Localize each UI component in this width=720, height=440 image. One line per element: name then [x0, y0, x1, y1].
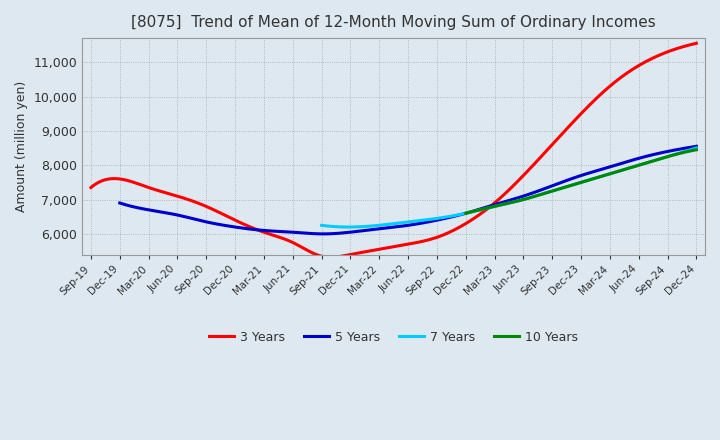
10 Years: [598, 173, 606, 179]
7 Years: [541, 191, 549, 196]
3 Years: [637, 61, 646, 66]
Y-axis label: Amount (million yen): Amount (million yen): [15, 81, 28, 212]
5 Years: [320, 231, 328, 237]
3 Years: [325, 255, 334, 260]
7 Years: [318, 223, 327, 228]
Title: [8075]  Trend of Mean of 12-Month Moving Sum of Ordinary Incomes: [8075] Trend of Mean of 12-Month Moving …: [131, 15, 656, 30]
3 Years: [447, 229, 456, 234]
5 Years: [640, 154, 649, 159]
Line: 10 Years: 10 Years: [466, 150, 696, 213]
Line: 3 Years: 3 Years: [91, 43, 696, 257]
7 Years: [658, 155, 667, 161]
5 Years: [470, 208, 479, 213]
7 Years: [692, 145, 701, 150]
5 Years: [459, 211, 467, 216]
10 Years: [462, 211, 470, 216]
3 Years: [86, 185, 95, 190]
10 Years: [603, 172, 611, 177]
3 Years: [449, 228, 458, 233]
3 Years: [599, 89, 608, 95]
10 Years: [462, 210, 471, 216]
7 Years: [548, 188, 557, 194]
5 Years: [603, 165, 612, 170]
7 Years: [541, 190, 550, 195]
Line: 7 Years: 7 Years: [322, 148, 696, 227]
3 Years: [692, 40, 701, 46]
3 Years: [89, 183, 97, 189]
7 Years: [343, 224, 352, 230]
10 Years: [656, 156, 665, 161]
7 Years: [318, 223, 326, 228]
10 Years: [692, 147, 701, 152]
10 Years: [670, 152, 679, 157]
5 Years: [115, 200, 124, 205]
5 Years: [461, 211, 469, 216]
5 Years: [692, 144, 701, 149]
Line: 5 Years: 5 Years: [120, 147, 696, 234]
10 Years: [599, 173, 608, 179]
5 Years: [117, 201, 126, 206]
3 Years: [459, 222, 468, 227]
7 Years: [634, 162, 643, 168]
Legend: 3 Years, 5 Years, 7 Years, 10 Years: 3 Years, 5 Years, 7 Years, 10 Years: [204, 326, 583, 348]
